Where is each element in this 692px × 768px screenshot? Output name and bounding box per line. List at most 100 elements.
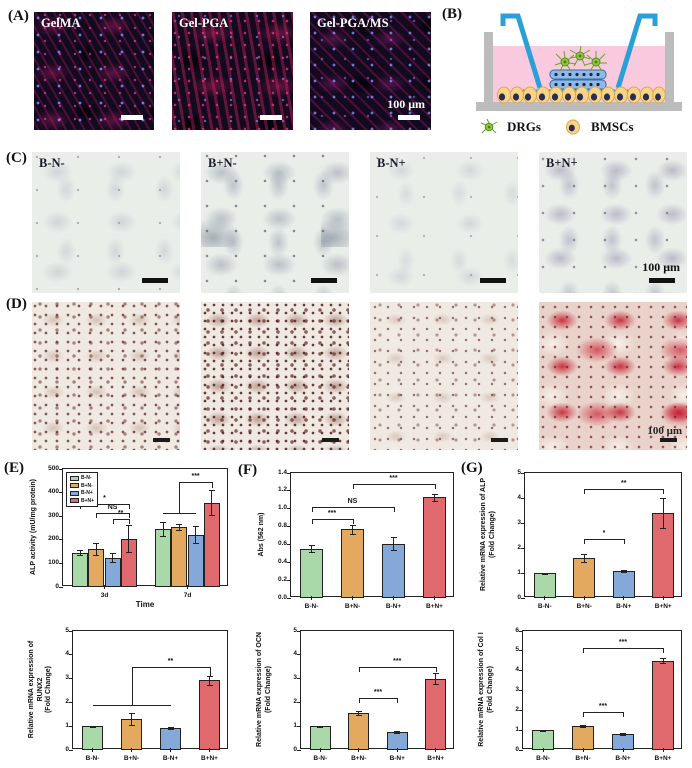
significance-label: *	[103, 495, 106, 503]
significance-bracket	[352, 483, 354, 489]
x-tick	[209, 748, 210, 752]
y-tick-label: 0.2	[277, 575, 287, 583]
scale-bar	[311, 278, 337, 283]
x-tick-label: B+N-	[344, 603, 361, 610]
micrograph-label: B-N+	[377, 156, 406, 170]
significance-bracket	[311, 506, 313, 512]
bar	[425, 678, 447, 750]
error-bar	[211, 490, 213, 515]
significance-bracket	[358, 697, 360, 703]
y-tick-label: 0.4	[277, 557, 287, 565]
error-bar-cap	[660, 658, 666, 660]
y-tick	[521, 472, 525, 474]
transwell-diagram	[476, 13, 682, 111]
significance-bracket	[623, 539, 625, 545]
significance-label: NS	[107, 503, 118, 511]
y-tick-label: 1.0	[277, 504, 287, 512]
legend-swatch	[70, 498, 79, 503]
x-axis-label: Time	[135, 600, 155, 609]
schematic-legend: DRGs BMSCs	[480, 118, 680, 136]
y-tick-label: 3	[515, 686, 519, 693]
transwell-insert	[500, 13, 658, 95]
x-tick	[358, 748, 360, 752]
y-tick-label: 2	[293, 697, 297, 705]
significance-bracket	[393, 506, 395, 512]
significance-bracket	[131, 667, 210, 669]
chart-alp-activity: 0 100 200 300 400 500 3d 7d * NS ** *** B-N- B+N- B-N+…	[28, 458, 234, 616]
error-bar-cap	[540, 729, 546, 731]
significance-bracket	[211, 481, 213, 488]
staining-b-minus-n-plus	[370, 302, 518, 450]
bar	[612, 570, 635, 598]
significance-bracket	[358, 697, 398, 699]
staining-b-n-minus	[32, 302, 180, 450]
y-tick	[521, 547, 525, 549]
error-bar-cap	[317, 726, 324, 728]
x-tick	[104, 585, 105, 589]
x-tick-label: B-N-	[536, 755, 550, 762]
y-tick	[287, 597, 291, 599]
scale-text: 100 μm	[387, 97, 425, 111]
bar	[533, 573, 556, 598]
y-axis-label: Relative mRNA expression of RUNX2 (Fold …	[28, 640, 52, 739]
error-bar	[195, 526, 197, 543]
x-tick	[622, 748, 624, 752]
significance-bracket	[96, 512, 98, 518]
y-tick	[69, 749, 73, 751]
y-tick	[297, 725, 301, 727]
micrograph-label: B+N+	[546, 156, 578, 170]
error-bar-cap	[89, 725, 96, 727]
error-bar-cap	[93, 555, 100, 557]
significance-label: ***	[327, 510, 337, 518]
scale-bar	[480, 278, 506, 283]
significance-bracket	[584, 539, 586, 545]
plot-area: 0 1 2 3 4 5 B-N- B+N- B-N+ B+N+ *** ***	[293, 627, 454, 762]
y-tick-label: 2	[65, 697, 69, 705]
error-bar-cap	[167, 729, 174, 731]
y-tick	[519, 670, 523, 672]
significance-bracket	[128, 504, 130, 510]
x-tick	[352, 596, 353, 600]
error-bar-cap	[541, 572, 548, 574]
x-tick	[92, 748, 93, 752]
significance-bracket	[583, 647, 663, 649]
error-bar-cap	[394, 733, 401, 735]
legend-row: B+N+	[70, 498, 94, 504]
y-tick-label: 1.4	[277, 468, 287, 476]
x-tick	[131, 748, 132, 752]
bar	[72, 552, 89, 587]
x-tick-label: B+N-	[351, 755, 367, 762]
error-bar-cap	[394, 731, 401, 733]
error-bar	[112, 552, 114, 563]
legend-row: B+N-	[70, 483, 94, 489]
scale-bar	[153, 438, 170, 442]
error-bar-cap	[308, 552, 315, 554]
legend-swatch	[70, 483, 79, 488]
scaffold	[549, 69, 607, 90]
y-tick	[519, 709, 523, 711]
y-tick-label: 1	[293, 721, 297, 729]
micrograph-b-plus-n-minus: B+N-	[201, 152, 349, 293]
error-bar-cap	[308, 545, 315, 547]
y-tick	[59, 468, 63, 470]
micrograph-b-plus-n-plus: B+N+ 100 μm	[539, 152, 687, 293]
scale-bar	[491, 438, 508, 442]
significance-bracket	[584, 489, 664, 491]
error-bar-cap	[89, 726, 96, 728]
panel-label-a: (A)	[8, 8, 29, 24]
y-axis-label: ALP activity (mU/mg protein)	[30, 479, 37, 575]
legend-label: B-N+	[81, 490, 93, 496]
scale-text: 100 μm	[647, 425, 682, 437]
error-bar-cap	[581, 561, 588, 563]
panel-label-b: (B)	[442, 6, 462, 22]
panel-label-g: (G)	[461, 460, 483, 476]
y-tick	[69, 630, 73, 632]
error-bar-cap	[541, 573, 548, 575]
x-tick-label: 7d	[183, 592, 192, 599]
bar	[348, 713, 370, 750]
error-bar	[79, 550, 81, 556]
bar	[309, 726, 331, 750]
error-bar-cap	[432, 673, 439, 675]
error-bar-cap	[93, 543, 100, 545]
